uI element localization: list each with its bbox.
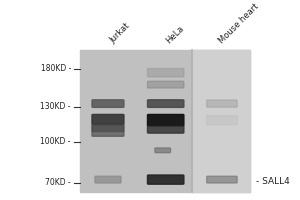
FancyBboxPatch shape [148,175,184,184]
FancyBboxPatch shape [207,116,237,125]
FancyBboxPatch shape [148,100,184,107]
Text: 130KD -: 130KD - [40,102,71,111]
FancyBboxPatch shape [148,69,184,77]
Text: Jurkat: Jurkat [108,21,132,45]
FancyBboxPatch shape [95,176,121,183]
FancyBboxPatch shape [92,131,124,136]
Bar [80,50,250,192]
Bar [192,50,250,192]
FancyBboxPatch shape [148,81,184,88]
Text: 180KD -: 180KD - [40,64,71,73]
FancyBboxPatch shape [148,114,184,126]
Text: 100KD -: 100KD - [40,137,71,146]
Text: Mouse heart: Mouse heart [218,2,261,45]
Text: - SALL4: - SALL4 [256,177,290,186]
FancyBboxPatch shape [155,148,171,153]
FancyBboxPatch shape [207,100,237,107]
FancyBboxPatch shape [92,125,124,132]
FancyBboxPatch shape [148,126,184,133]
FancyBboxPatch shape [92,114,124,124]
Text: HeLa: HeLa [164,24,186,45]
FancyBboxPatch shape [207,176,237,183]
Text: 70KD -: 70KD - [45,178,71,187]
FancyBboxPatch shape [92,100,124,107]
